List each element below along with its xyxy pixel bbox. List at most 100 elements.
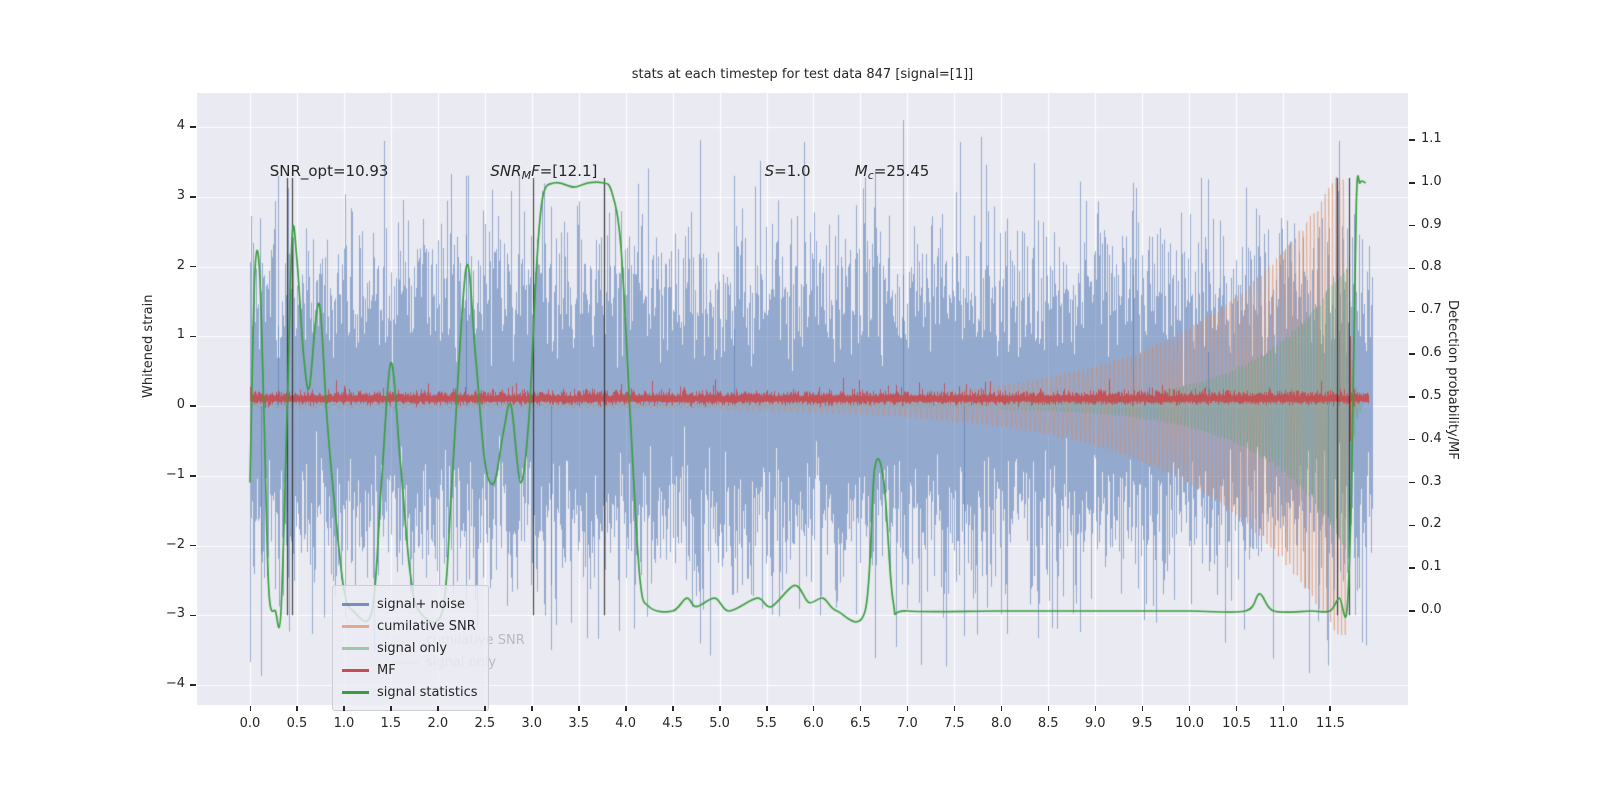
x-tick-label: 2.0 (427, 716, 449, 731)
y-left-tick-mark (190, 196, 196, 198)
y-right-tick-mark (1409, 353, 1415, 355)
x-tick-label: 5.5 (756, 716, 777, 731)
annotation-text: c (867, 169, 874, 183)
y-right-tick-mark (1409, 610, 1415, 612)
x-tick-mark (859, 706, 862, 711)
y-left-tick-mark (190, 544, 196, 547)
x-tick-mark (906, 706, 909, 711)
y-right-tick-mark (1409, 224, 1415, 227)
x-tick-mark (625, 706, 627, 711)
x-tick-mark (249, 706, 251, 711)
annotation: Mc=25.45 (855, 162, 930, 182)
x-tick-label: 11.0 (1269, 716, 1298, 731)
x-tick-label: 3.0 (521, 716, 543, 731)
y-axis-label-left: Whitened strain (141, 294, 156, 398)
y-right-tick-mark (1409, 524, 1415, 527)
legend-item: signal only (342, 637, 478, 659)
x-tick-mark (953, 706, 956, 711)
x-tick-mark (578, 706, 580, 711)
x-tick-mark (484, 706, 486, 711)
x-tick-mark (1188, 706, 1191, 711)
x-tick-label: 11.5 (1315, 716, 1345, 731)
legend-item: signal+ noise (342, 593, 478, 615)
x-tick-label: 6.5 (850, 716, 871, 731)
y-right-tick-label: 0.7 (1421, 302, 1442, 318)
annotation: SNRMF=[12.1] (490, 162, 597, 182)
y-right-tick-label: 0.3 (1421, 473, 1442, 489)
x-tick-mark (1141, 706, 1144, 711)
x-tick-label: 9.0 (1084, 716, 1106, 731)
y-right-tick-mark (1409, 310, 1415, 312)
x-tick-mark (1235, 706, 1238, 711)
legend-swatch (342, 646, 369, 650)
annotation-text: M (854, 162, 868, 181)
y-axis-label-right: Detection probability/MF (1445, 300, 1460, 460)
legend: signal+ noise cumilative SNR signal only MF… (332, 585, 489, 711)
x-tick-label: 1.5 (380, 716, 402, 731)
y-right-tick-mark (1409, 396, 1415, 398)
legend-swatch (342, 668, 369, 672)
legend-swatch (342, 624, 369, 628)
y-left-tick-label: 2 (176, 257, 185, 273)
y-left-tick-label: 4 (176, 118, 185, 133)
x-tick-mark (1094, 706, 1097, 711)
y-right-tick-mark (1409, 438, 1415, 441)
annotation-text: S (764, 162, 775, 181)
x-tick-label: 2.5 (474, 716, 496, 731)
legend-item: MF (342, 659, 478, 681)
annotation: S=1.0 (765, 162, 811, 180)
x-tick-label: 0.5 (286, 716, 308, 731)
y-right-tick-mark (1409, 182, 1415, 184)
y-left-tick-mark (190, 475, 196, 477)
x-tick-mark (390, 706, 392, 711)
x-tick-mark (1047, 706, 1050, 711)
annotation-text: F (531, 162, 540, 181)
legend-item: cumilative SNR (342, 615, 478, 637)
legend-swatch (342, 602, 369, 606)
x-tick-label: 1.0 (333, 716, 355, 731)
legend-label: signal only (377, 640, 448, 656)
x-tick-mark (1329, 706, 1331, 711)
y-right-tick-mark (1409, 567, 1415, 569)
x-tick-label: 7.0 (897, 716, 918, 731)
y-right-tick-mark (1409, 267, 1415, 270)
legend-item: signal statistics (342, 681, 478, 703)
annotation-text: SNR (490, 162, 522, 181)
annotation-text: SNR_opt=10.93 (269, 162, 389, 181)
x-tick-mark (1000, 706, 1003, 711)
x-tick-label: 5.0 (709, 716, 730, 731)
x-tick-label: 8.0 (990, 716, 1012, 731)
annotation-text: =[12.1] (539, 162, 598, 181)
x-tick-label: 9.5 (1131, 716, 1153, 731)
annotation-text: =1.0 (774, 162, 811, 181)
annotation-text: M (521, 169, 532, 183)
y-left-tick-label: −3 (165, 606, 185, 622)
y-right-tick-label: 0.1 (1421, 559, 1442, 575)
y-right-tick-label: 0.6 (1421, 345, 1442, 361)
y-right-tick-mark (1409, 139, 1415, 141)
y-left-tick-mark (190, 405, 196, 407)
annotation-text: =25.45 (873, 162, 930, 181)
x-tick-label: 8.5 (1037, 716, 1059, 731)
x-tick-mark (531, 706, 533, 711)
x-tick-label: 0.0 (239, 716, 261, 731)
y-right-tick-label: 1.1 (1421, 130, 1442, 146)
x-tick-mark (719, 706, 721, 711)
x-tick-mark (1282, 706, 1285, 711)
legend-swatch (342, 690, 369, 694)
y-right-tick-label: 0.2 (1421, 516, 1442, 532)
x-tick-label: 10.0 (1175, 716, 1205, 731)
legend-label: cumilative SNR (377, 618, 476, 634)
x-tick-label: 10.5 (1222, 716, 1252, 731)
y-left-tick-mark (190, 335, 196, 337)
legend-label: signal statistics (377, 684, 478, 700)
x-tick-label: 4.0 (615, 716, 636, 731)
y-left-tick-label: 1 (176, 327, 185, 343)
y-left-tick-mark (190, 265, 196, 268)
x-tick-mark (296, 706, 298, 711)
y-right-tick-label: 0.4 (1421, 430, 1442, 446)
legend-label: signal+ noise (377, 596, 466, 612)
y-left-tick-label: −4 (165, 676, 185, 691)
y-right-tick-mark (1409, 481, 1415, 484)
